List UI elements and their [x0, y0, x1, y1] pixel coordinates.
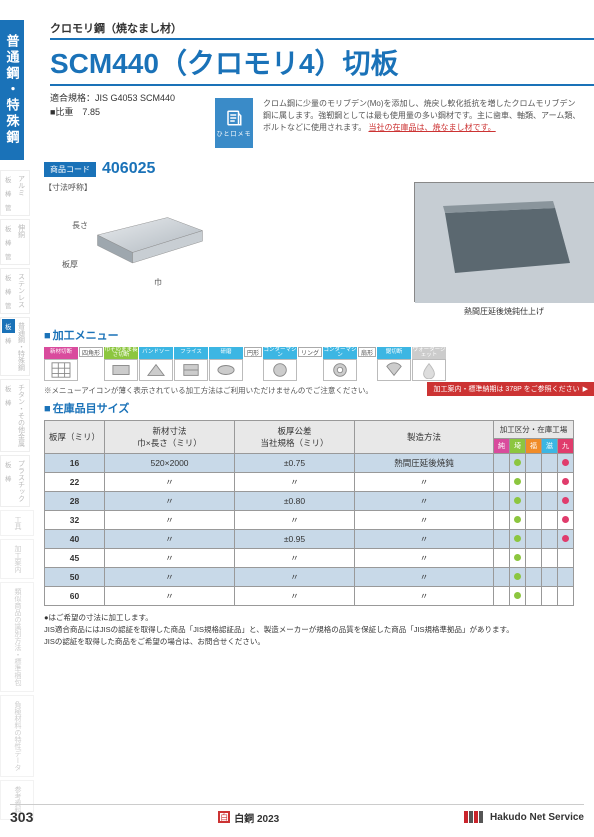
product-code-label: 商品コード	[44, 162, 96, 177]
page-number: 303	[10, 809, 33, 825]
spec-standard: 適合規格：JIS G4053 SCM440	[50, 92, 175, 106]
side-cat-item[interactable]: 板	[2, 381, 15, 395]
table-row: 40〃±0.95〃	[45, 530, 574, 549]
note-line: JIS適合商品にはJISの認証を取得した商品「JIS規格認証品」と、製造メーカー…	[44, 624, 594, 636]
spec-gravity: ■比重 7.85	[50, 106, 175, 120]
table-row: 45〃〃〃	[45, 549, 574, 568]
product-photo	[414, 182, 594, 302]
note-line: JISの認証を取得した商品をご希望の場合は、お問合せください。	[44, 636, 594, 648]
menu-item: バンドソー	[139, 347, 173, 381]
table-row: 50〃〃〃	[45, 568, 574, 587]
product-code-value: 406025	[102, 160, 155, 178]
side-cat-item[interactable]: 棒	[2, 333, 15, 347]
side-cat-item[interactable]: 板	[2, 457, 15, 471]
table-row: 16520×2000±0.75熱間圧延後焼鈍	[45, 454, 574, 473]
side-cat-item[interactable]: 棒	[2, 186, 15, 200]
side-cat-item[interactable]: 棒	[2, 284, 15, 298]
table-row: 22〃〃〃	[45, 473, 574, 492]
menu-item: 鋸切断	[377, 347, 411, 381]
table-header: 板厚公差当社規格（ミリ）	[235, 421, 355, 454]
table-header: 加工区分・在庫工場	[494, 421, 574, 439]
side-cat-item[interactable]: 管	[2, 200, 15, 214]
footer-right: Hakudo Net Service	[464, 811, 584, 823]
side-cat-item[interactable]: 管	[2, 298, 15, 312]
note-line: ●はご希望の寸法に加工します。	[44, 612, 594, 624]
dim-length: 長さ	[72, 220, 88, 231]
dim-width: 巾	[154, 277, 162, 288]
side-single-tab[interactable]: 加工案内	[0, 539, 34, 579]
table-subheader: 福	[526, 439, 542, 454]
side-cat-item[interactable]: 棒	[2, 235, 15, 249]
table-subheader: 九	[558, 439, 574, 454]
footer-right-text: Hakudo Net Service	[490, 812, 584, 823]
table-notes: ●はご希望の寸法に加工します。JIS適合商品にはJISの認証を取得した商品「JI…	[44, 612, 594, 648]
menu-item: フライス	[174, 347, 208, 381]
table-header: 製造方法	[355, 421, 494, 454]
side-cat-item[interactable]: 板	[2, 319, 15, 333]
table-header: 板厚（ミリ）	[45, 421, 105, 454]
side-cat-item[interactable]: 板	[2, 270, 15, 284]
section-menu-heading: 加工メニュー	[44, 327, 594, 343]
table-subheader: 純	[494, 439, 510, 454]
photo-caption: 熱間圧延後焼鈍仕上げ	[414, 306, 594, 317]
side-single-tab[interactable]: 負極材料の特性データ	[0, 695, 34, 777]
table-header: 新材寸法巾×長さ（ミリ）	[105, 421, 235, 454]
menu-note: ※メニューアイコンが薄く表示されている加工方法はご利用いただけませんのでご注意く…	[44, 385, 373, 396]
side-cat-name: 伸銅	[15, 221, 27, 263]
dim-thickness: 板厚	[62, 259, 78, 270]
menu-item: ウォータージェット	[412, 347, 446, 381]
table-subheader: 埼	[510, 439, 526, 454]
side-cat-item[interactable]: 管	[2, 249, 15, 263]
menu-item: 研磨	[209, 347, 243, 381]
hns-logo-icon	[464, 811, 486, 823]
memo-icon-label: ひと口メモ	[217, 129, 252, 138]
stock-table: 板厚（ミリ）新材寸法巾×長さ（ミリ）板厚公差当社規格（ミリ）製造方法加工区分・在…	[44, 420, 574, 606]
dim-heading: 【寸法呼称】	[44, 182, 92, 193]
menu-item: コンターマシン	[323, 347, 357, 381]
side-cat-name: 普通鋼・特殊鋼	[15, 319, 27, 374]
memo-icon: ひと口メモ	[215, 98, 253, 148]
side-cat-item[interactable]: 板	[2, 221, 15, 235]
dimension-diagram: 【寸法呼称】 長さ 巾 板厚	[44, 182, 244, 292]
footer-center: 白 白銅 2023	[218, 810, 279, 825]
menu-item: 巾そのまま長さ切断	[104, 347, 138, 381]
table-row: 60〃〃〃	[45, 587, 574, 606]
product-subtitle: クロモリ鋼（焼なまし材）	[50, 20, 594, 36]
product-photo-box: 熱間圧延後焼鈍仕上げ	[414, 182, 594, 317]
side-cat-item[interactable]: 棒	[2, 395, 15, 409]
side-category-list: 板棒管アルミ板棒管伸銅板棒管ステンレス板棒普通鋼・特殊鋼板棒チタン・その他金属板…	[0, 170, 30, 823]
side-cat-item[interactable]: 棒	[2, 471, 15, 485]
side-cat-name: アルミ	[15, 172, 27, 214]
hakudo-logo-icon: 白	[218, 811, 230, 823]
page-footer: 303 白 白銅 2023 Hakudo Net Service	[10, 804, 584, 825]
memo-text-highlight: 当社の在庫品は、焼なまし材です。	[368, 123, 495, 132]
side-single-tab[interactable]: 類似商品の識別方法・標準梱包	[0, 582, 34, 692]
page-header: クロモリ鋼（焼なまし材） SCM440（クロモリ4）切板 適合規格：JIS G4…	[50, 20, 594, 160]
side-cat-name: ステンレス	[15, 270, 27, 312]
product-title: SCM440（クロモリ4）切板	[50, 38, 594, 86]
table-row: 32〃〃〃	[45, 511, 574, 530]
table-subheader: 滋	[542, 439, 558, 454]
memo-text: クロム鋼に少量のモリブデン(Mo)を添加し、焼戻し軟化抵抗を増したクロムモリブデ…	[263, 98, 594, 148]
side-single-tab[interactable]: 工具	[0, 510, 34, 536]
menu-item: コンターマシン	[263, 347, 297, 381]
side-cat-item[interactable]: 板	[2, 172, 15, 186]
section-stock-heading: 在庫品目サイズ	[44, 400, 594, 416]
footer-center-text: 白銅 2023	[234, 810, 279, 825]
side-cat-name: プラスチック	[15, 457, 27, 505]
side-cat-name: チタン・その他金属	[15, 381, 27, 450]
table-row: 28〃±0.80〃	[45, 492, 574, 511]
menu-item: 新材切断	[44, 347, 78, 381]
side-category-tab: 普通鋼・特殊鋼	[0, 20, 24, 160]
processing-menu: 新材切断四角形巾そのまま長さ切断バンドソーフライス研磨円形コンターマシンリングコ…	[44, 347, 594, 381]
delivery-badge: 加工案内・標準納期は 378P をご参照ください	[427, 382, 594, 396]
